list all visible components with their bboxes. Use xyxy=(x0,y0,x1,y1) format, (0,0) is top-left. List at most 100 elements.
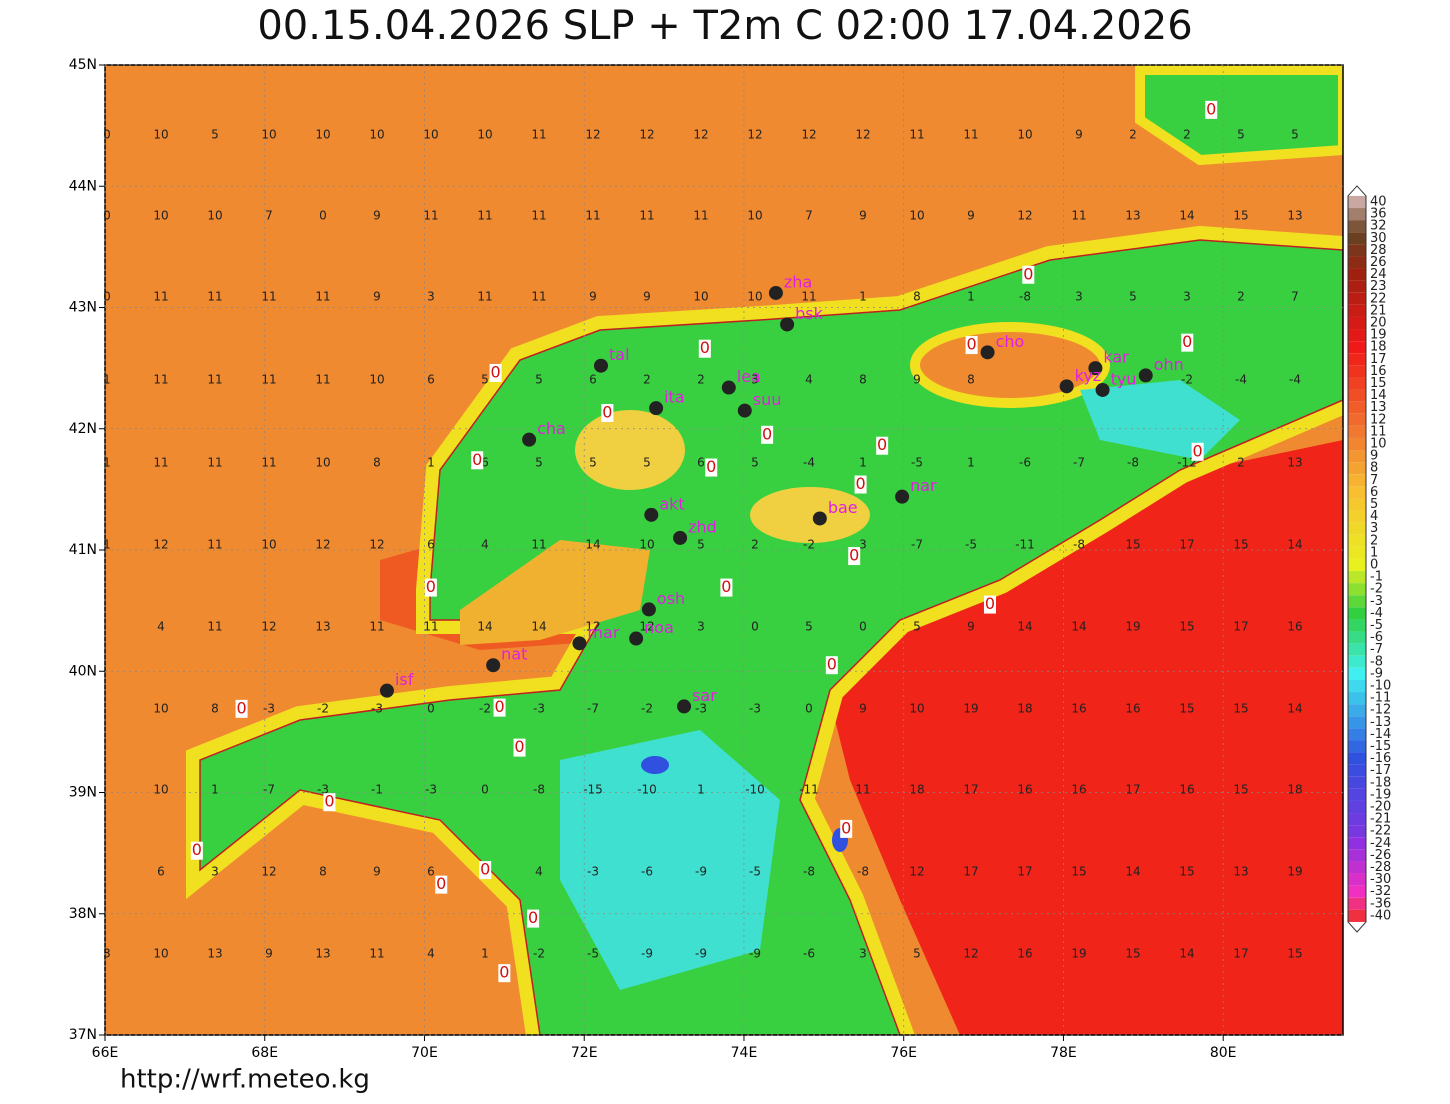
grid-value: 16 xyxy=(1017,947,1032,961)
contour-label-box xyxy=(489,363,502,382)
city-label: cha xyxy=(537,419,566,438)
grid-value: 0 xyxy=(103,290,111,304)
contour-label: 0 xyxy=(436,874,446,893)
grid-value: 2 xyxy=(1237,456,1245,470)
colorbar-swatch xyxy=(1348,571,1366,584)
city-marker xyxy=(1088,361,1103,376)
grid-value: -4 xyxy=(1289,373,1301,387)
grid-value: 17 xyxy=(1233,947,1248,961)
contour-label: 0 xyxy=(1023,264,1033,283)
y-tick-label: 38N xyxy=(69,906,97,922)
grid-value: 13 xyxy=(315,947,330,961)
temperature-field xyxy=(105,65,1343,1035)
grid-value: -15 xyxy=(583,783,603,797)
x-tick-label: 72E xyxy=(571,1045,598,1061)
grid-value: 11 xyxy=(1071,209,1086,223)
colorbar-label: -4 xyxy=(1370,606,1383,621)
grid-value: 3 xyxy=(1183,290,1191,304)
grid-value: 11 xyxy=(207,538,222,552)
contour-label: 0 xyxy=(855,474,865,493)
grid-value: 12 xyxy=(747,128,762,142)
x-tick-label: 70E xyxy=(411,1045,438,1061)
contour-label: 0 xyxy=(480,860,490,879)
field-coldest xyxy=(641,756,669,774)
grid-value: -3 xyxy=(425,783,437,797)
grid-value: -8 xyxy=(1073,538,1085,552)
contour-label: 0 xyxy=(324,792,334,811)
grid-value: 5 xyxy=(913,620,921,634)
grid-value: 13 xyxy=(207,947,222,961)
city-label: kyz xyxy=(1075,366,1102,385)
field-cold xyxy=(199,239,1343,1035)
colorbar-label: -26 xyxy=(1370,848,1391,863)
contour-label-box xyxy=(965,336,978,355)
grid-value: 14 xyxy=(477,620,492,634)
colorbar-label: -20 xyxy=(1370,800,1391,815)
contour-label-box xyxy=(190,841,203,860)
grid-value: -5 xyxy=(911,456,923,470)
contour-label: 0 xyxy=(827,655,837,674)
city-label: ohn xyxy=(1154,355,1184,374)
grid-value: 3 xyxy=(103,947,111,961)
grid-value: -9 xyxy=(695,865,707,879)
grid-value: -2 xyxy=(641,702,653,716)
city-marker xyxy=(1095,382,1110,397)
y-tick-label: 40N xyxy=(69,663,97,679)
colorbar-label: -18 xyxy=(1370,775,1391,790)
grid-value: -9 xyxy=(695,947,707,961)
grid-value: 10 xyxy=(423,128,438,142)
grid-value: 9 xyxy=(967,209,975,223)
grid-value: 0 xyxy=(859,620,867,634)
grid-value: 12 xyxy=(909,865,924,879)
city-label: isf xyxy=(395,670,414,689)
grid-value: 14 xyxy=(1179,209,1194,223)
grid-value: 12 xyxy=(855,128,870,142)
colorbar-label: -36 xyxy=(1370,896,1391,911)
grid-value: 11 xyxy=(639,209,654,223)
colorbar-label: -6 xyxy=(1370,630,1383,645)
colorbar-swatch xyxy=(1348,353,1366,366)
grid-value: 0 xyxy=(103,209,111,223)
grid-value: -8 xyxy=(1127,456,1139,470)
grid-value: 11 xyxy=(153,373,168,387)
grid-value: 8 xyxy=(373,456,381,470)
contour-label-box xyxy=(825,656,838,675)
colorbar-label: 26 xyxy=(1370,255,1387,270)
colorbar-swatch xyxy=(1348,849,1366,862)
grid-value: 2 xyxy=(751,538,759,552)
colorbar-label: 15 xyxy=(1370,376,1387,391)
grid-value: 14 xyxy=(531,620,546,634)
city-label: mar xyxy=(587,623,619,642)
grid-value: 5 xyxy=(589,456,597,470)
grid-value: 15 xyxy=(1125,538,1140,552)
contour-label: 0 xyxy=(236,698,246,717)
colorbar-swatch xyxy=(1348,728,1366,741)
grid-value: 1 xyxy=(859,456,867,470)
city-marker xyxy=(644,507,659,522)
grid-value: 15 xyxy=(1287,947,1302,961)
contour-label-box xyxy=(527,909,540,928)
colorbar-swatch xyxy=(1348,667,1366,680)
colorbar-swatch xyxy=(1348,788,1366,801)
contour-label-box xyxy=(601,403,614,422)
colorbar-label: 9 xyxy=(1370,449,1378,464)
city-marker xyxy=(486,658,501,673)
field-talas xyxy=(575,410,685,490)
colorbar-label: 7 xyxy=(1370,473,1378,488)
contour-label: 0 xyxy=(849,546,859,565)
contour-label-box xyxy=(705,458,718,477)
grid-value: 9 xyxy=(859,209,867,223)
grid-value: 0 xyxy=(481,783,489,797)
city-label: kar xyxy=(1103,348,1129,367)
grid-value: 4 xyxy=(427,947,435,961)
grid-value: 13 xyxy=(1287,456,1302,470)
grid-value: 11 xyxy=(963,128,978,142)
colorbar-label: -13 xyxy=(1370,715,1391,730)
contour-label: 0 xyxy=(494,697,504,716)
grid-value: 9 xyxy=(913,373,921,387)
colorbar-swatch xyxy=(1348,365,1366,378)
grid-value: 19 xyxy=(1125,620,1140,634)
colorbar-label: 30 xyxy=(1370,231,1387,246)
city-marker xyxy=(649,401,664,416)
city-marker xyxy=(1138,368,1153,383)
